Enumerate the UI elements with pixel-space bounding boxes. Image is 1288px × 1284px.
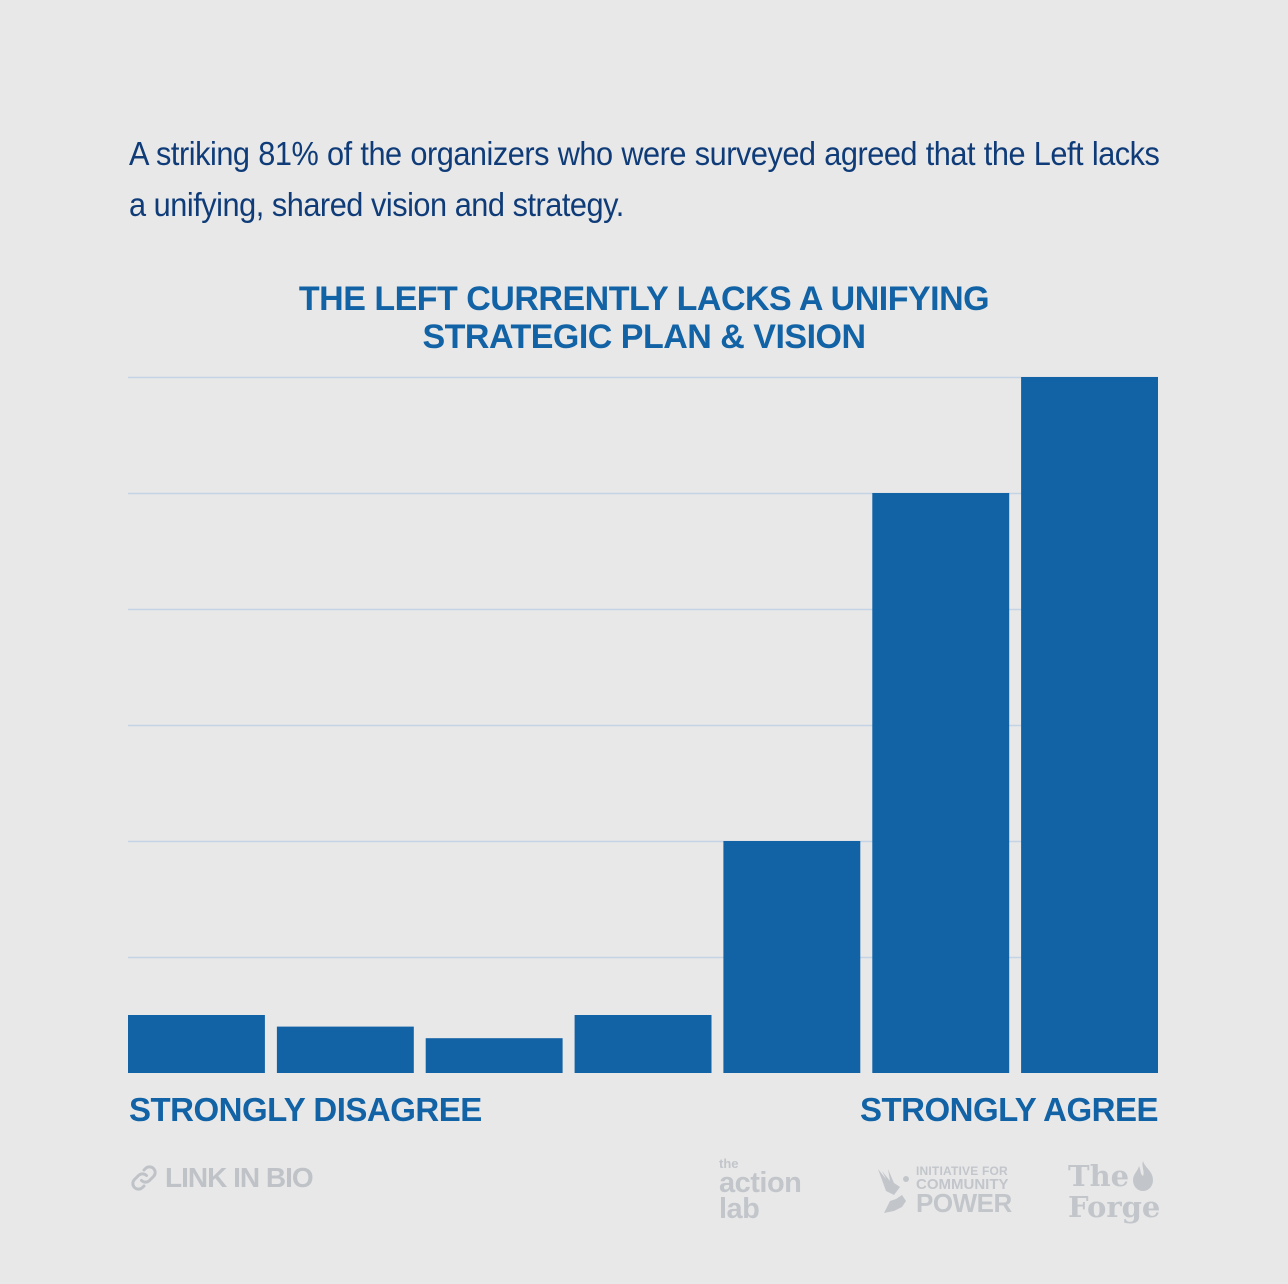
chart-title: THE LEFT CURRENTLY LACKS A UNIFYING STRA… [0, 280, 1288, 356]
bar-4 [574, 1015, 712, 1073]
icp-logo-line-2: COMMUNITY [916, 1176, 1009, 1193]
bar-7 [1021, 377, 1158, 1073]
chart-title-line-1: THE LEFT CURRENTLY LACKS A UNIFYING [298, 280, 990, 318]
action-lab-logo: the action lab [719, 1156, 802, 1225]
chart-title-line-2: STRATEGIC PLAN & VISION [422, 318, 866, 356]
action-lab-logo-line-1: the [719, 1156, 739, 1171]
forge-logo-line-2: Forge [1068, 1190, 1161, 1224]
bar-3 [425, 1038, 563, 1073]
hands-icon [878, 1169, 909, 1213]
bar-5 [723, 841, 861, 1073]
link-in-bio-label: LINK IN BIO [165, 1162, 314, 1193]
action-lab-logo-line-3: lab [719, 1193, 760, 1225]
icp-logo-line-3: POWER [916, 1188, 1012, 1218]
link-icon [131, 1165, 157, 1191]
flame-icon [1133, 1161, 1154, 1191]
icp-logo: INITIATIVE FOR COMMUNITY POWER [876, 1164, 1012, 1218]
intro-paragraph: A striking 81% of the organizers who wer… [129, 135, 1160, 223]
link-in-bio[interactable]: LINK IN BIO [129, 1162, 314, 1194]
x-axis-label-left: STRONGLY DISAGREE [129, 1091, 482, 1128]
chart-bars [128, 377, 1158, 1073]
icp-logo-line-1: INITIATIVE FOR [916, 1164, 1008, 1178]
bar-1 [128, 1015, 265, 1073]
action-lab-logo-line-2: action [719, 1167, 802, 1199]
forge-logo: The Forge [1068, 1160, 1160, 1222]
bar-6 [872, 493, 1010, 1073]
x-axis-label-right: STRONGLY AGREE [859, 1091, 1159, 1128]
bar-2 [276, 1026, 414, 1073]
forge-logo-line-1: The [1068, 1159, 1130, 1193]
